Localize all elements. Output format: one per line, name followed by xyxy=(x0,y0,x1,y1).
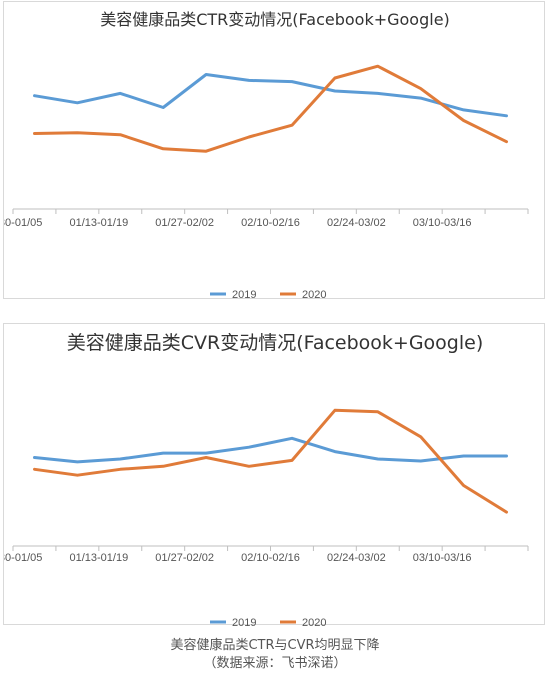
ctr-x-tick-label: 12/30-01/05 xyxy=(4,217,42,229)
cvr-x-tick-label: 01/27-02/02 xyxy=(155,552,214,564)
ctr-x-tick-label: 01/13-01/19 xyxy=(69,217,128,229)
ctr-x-tick-label: 02/10-02/16 xyxy=(241,217,300,229)
cvr-x-tick-label: 02/10-02/16 xyxy=(241,552,300,564)
figure-caption: 美容健康品类CTR与CVR均明显下降 xyxy=(170,638,380,653)
ctr-series-2020-line xyxy=(33,64,508,153)
cvr-series-2019-line xyxy=(33,436,508,464)
ctr-chart-panel: 美容健康品类CTR变动情况(Facebook+Google) 12/30-01/0… xyxy=(3,1,545,300)
cvr-series-2020-line xyxy=(33,408,508,514)
ctr-line-chart: 美容健康品类CTR变动情况(Facebook+Google) 12/30-01/0… xyxy=(4,10,529,300)
cvr-x-tick-label: 02/24-03/02 xyxy=(327,552,386,564)
cvr-legend-label-2019: 2019 xyxy=(232,617,256,626)
cvr-chart-title: 美容健康品类CVR变动情况(Facebook+Google) xyxy=(67,332,484,354)
cvr-line-chart: 美容健康品类CVR变动情况(Facebook+Google) 12/30-01/0… xyxy=(4,332,529,626)
ctr-legend-label-2020: 2020 xyxy=(302,289,326,300)
cvr-x-tick-label: 12/30-01/05 xyxy=(4,552,42,564)
cvr-x-tick-label: 03/10-03/16 xyxy=(413,552,472,564)
ctr-series-2019-line xyxy=(33,73,508,118)
cvr-chart-panel: 美容健康品类CVR变动情况(Facebook+Google) 12/30-01/0… xyxy=(3,323,545,626)
ctr-x-tick-label: 02/24-03/02 xyxy=(327,217,386,229)
ctr-legend-label-2019: 2019 xyxy=(232,289,256,300)
ctr-chart-title: 美容健康品类CTR变动情况(Facebook+Google) xyxy=(100,10,450,29)
cvr-x-tick-label: 01/13-01/19 xyxy=(69,552,128,564)
ctr-x-tick-label: 03/10-03/16 xyxy=(413,217,472,229)
cvr-legend-label-2020: 2020 xyxy=(302,617,326,626)
figure-source-note: （数据来源：飞书深诺） xyxy=(203,656,347,671)
ctr-x-tick-label: 01/27-02/02 xyxy=(155,217,214,229)
